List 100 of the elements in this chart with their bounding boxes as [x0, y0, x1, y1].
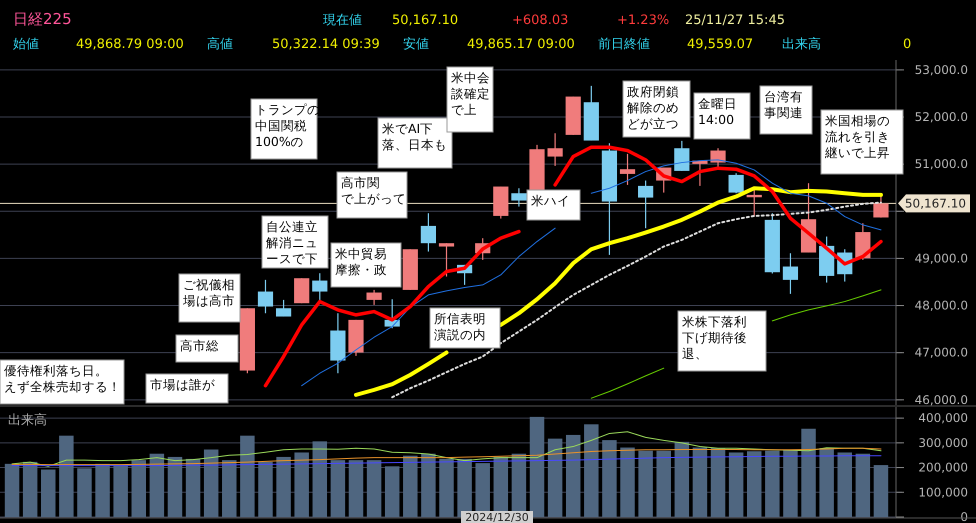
bar	[548, 438, 562, 517]
bar	[276, 456, 291, 517]
bar	[77, 468, 92, 517]
annotation: 台湾有事関連	[764, 89, 803, 120]
annotation: 高市総	[180, 338, 219, 353]
bar	[620, 448, 635, 517]
bar	[22, 462, 38, 517]
annotation: 米でAI下落、日本も	[382, 121, 447, 152]
y-tick-label: 48,000.0	[914, 298, 968, 313]
candlestick	[312, 272, 328, 302]
candlestick	[511, 188, 527, 208]
text: 安値	[403, 36, 429, 52]
bar	[384, 466, 400, 517]
annotation: 高市関で上がって	[341, 175, 406, 206]
bar	[132, 460, 146, 517]
bar	[204, 450, 218, 517]
y-tick-label: 400,000	[918, 411, 968, 426]
text: 始値	[13, 37, 39, 52]
text: 高値	[207, 36, 233, 52]
candlestick	[438, 242, 454, 278]
bar	[819, 448, 834, 517]
line-series	[12, 455, 882, 466]
annotation: 優待権利落ち日。えず全株売却する！	[4, 363, 121, 394]
candlestick	[276, 299, 292, 318]
candlestick	[548, 132, 563, 167]
bar	[530, 416, 544, 517]
annotation: 米中貿易摩擦・政	[335, 246, 387, 277]
annotation: 市場は誰が	[150, 377, 216, 392]
y-tick-label: 49,000.0	[914, 251, 968, 266]
bar	[874, 465, 888, 517]
bar	[728, 452, 744, 517]
bar	[330, 460, 346, 517]
bar	[656, 450, 671, 517]
line-series	[12, 448, 882, 466]
text: +608.03	[512, 13, 568, 28]
bar	[403, 456, 418, 517]
bar	[566, 434, 580, 517]
text: 現在値	[323, 13, 362, 28]
line-series	[12, 431, 882, 467]
y-tick-label: 46,000.0	[914, 392, 968, 407]
bar	[692, 448, 708, 517]
candlestick	[710, 148, 726, 168]
bar	[150, 454, 164, 517]
text: 前日終値	[598, 37, 650, 52]
text: 0	[903, 37, 912, 52]
text: 49,868.79 09:00	[76, 37, 184, 52]
y-tick-label: 52,000.0	[914, 110, 968, 124]
bar	[294, 452, 309, 517]
bar	[710, 448, 726, 517]
bar	[746, 451, 762, 517]
bar	[783, 450, 798, 517]
chart-title: 日経225	[13, 10, 72, 28]
annotation: 米中会談確定で上	[451, 70, 490, 117]
bar	[584, 424, 599, 517]
annotation: 金曜日14:00	[698, 96, 737, 127]
bar	[348, 460, 364, 517]
bar	[439, 458, 454, 517]
y-tick-label: 200,000	[918, 460, 968, 475]
y-tick-label: 47,000.0	[914, 346, 968, 360]
bar	[602, 440, 617, 517]
bar	[421, 454, 436, 517]
text: 出来高	[8, 412, 47, 428]
bar	[258, 462, 273, 517]
bar	[168, 456, 182, 517]
annotation: 所信表明演説の内	[434, 311, 486, 342]
annotation: 自公連立解消ニュースで下	[266, 219, 318, 266]
candlestick	[674, 140, 690, 172]
annotation: 2024/12/30	[465, 511, 529, 523]
text: 50,167.10	[392, 13, 458, 28]
text: +1.23%	[617, 13, 670, 28]
bar	[674, 442, 690, 517]
bar	[222, 460, 237, 517]
candlestick	[366, 289, 382, 306]
y-tick-label: 51,000.0	[914, 157, 968, 172]
bar	[186, 458, 200, 517]
annotation: 米株下落利下げ期待後退、	[682, 314, 747, 361]
bar	[59, 436, 74, 517]
y-tick-label: 53,000.0	[914, 62, 968, 77]
candlestick	[420, 212, 436, 252]
candlestick	[728, 172, 744, 194]
candlestick	[782, 252, 798, 294]
bar	[856, 454, 870, 517]
candlestick	[620, 153, 636, 186]
bar	[240, 436, 255, 517]
text: 25/11/27 15:45	[685, 13, 785, 28]
text: 50,322.14 09:39	[272, 37, 380, 52]
bar	[801, 428, 816, 517]
candlestick	[638, 180, 654, 229]
annotation: 米ハイ	[531, 193, 570, 208]
annotation: ご祝儀相場は高市	[182, 277, 235, 308]
bar	[312, 441, 328, 517]
y-tick-label: 300,000	[918, 436, 968, 450]
bar	[366, 460, 382, 517]
bar	[113, 465, 128, 517]
bar	[838, 452, 852, 517]
bar	[95, 464, 110, 517]
bar	[638, 450, 653, 517]
bar	[41, 470, 56, 517]
ref-line-label: 50,167.10	[904, 196, 966, 210]
annotation: 政府閉鎖解除のめどが立つ	[627, 84, 679, 131]
